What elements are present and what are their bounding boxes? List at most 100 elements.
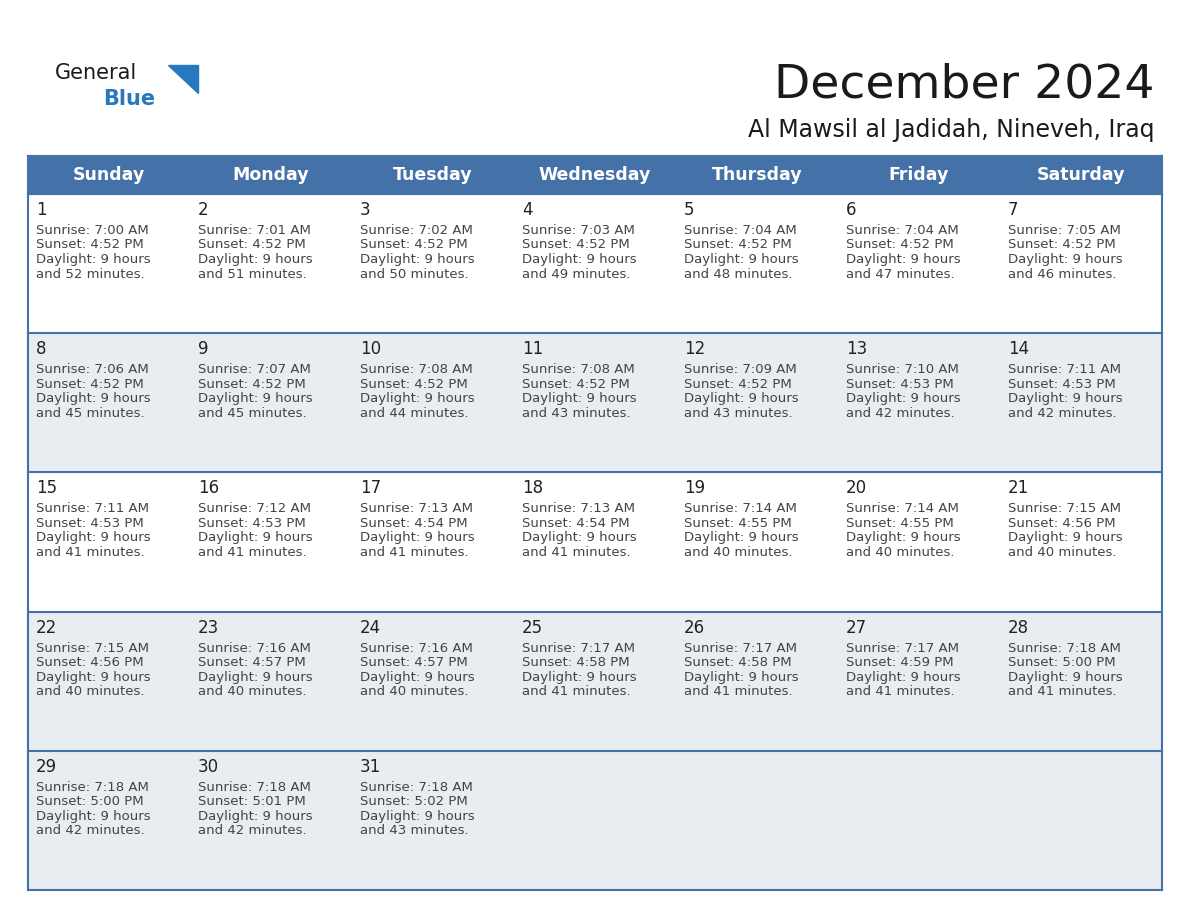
Text: Sunrise: 7:08 AM: Sunrise: 7:08 AM	[522, 364, 634, 376]
Text: Daylight: 9 hours: Daylight: 9 hours	[198, 532, 312, 544]
Text: Sunset: 4:52 PM: Sunset: 4:52 PM	[198, 377, 305, 391]
Text: Daylight: 9 hours: Daylight: 9 hours	[522, 671, 637, 684]
Text: and 40 minutes.: and 40 minutes.	[198, 685, 307, 698]
Text: December 2024: December 2024	[775, 63, 1155, 108]
Text: Al Mawsil al Jadidah, Nineveh, Iraq: Al Mawsil al Jadidah, Nineveh, Iraq	[748, 118, 1155, 142]
Text: Sunrise: 7:13 AM: Sunrise: 7:13 AM	[522, 502, 636, 515]
Text: and 41 minutes.: and 41 minutes.	[36, 546, 145, 559]
Text: 27: 27	[846, 619, 867, 636]
Text: Sunset: 4:52 PM: Sunset: 4:52 PM	[684, 239, 791, 252]
Text: and 48 minutes.: and 48 minutes.	[684, 267, 792, 281]
Text: Sunrise: 7:00 AM: Sunrise: 7:00 AM	[36, 224, 148, 237]
Text: Sunrise: 7:14 AM: Sunrise: 7:14 AM	[684, 502, 797, 515]
Text: 12: 12	[684, 341, 706, 358]
Text: 23: 23	[198, 619, 220, 636]
Text: Daylight: 9 hours: Daylight: 9 hours	[198, 253, 312, 266]
Text: Sunset: 4:52 PM: Sunset: 4:52 PM	[846, 239, 954, 252]
Text: 18: 18	[522, 479, 543, 498]
Text: Daylight: 9 hours: Daylight: 9 hours	[1007, 392, 1123, 405]
Text: Daylight: 9 hours: Daylight: 9 hours	[198, 671, 312, 684]
Text: Sunrise: 7:17 AM: Sunrise: 7:17 AM	[846, 642, 959, 655]
Text: 29: 29	[36, 757, 57, 776]
Text: Sunrise: 7:14 AM: Sunrise: 7:14 AM	[846, 502, 959, 515]
Text: Sunrise: 7:15 AM: Sunrise: 7:15 AM	[1007, 502, 1121, 515]
Text: Daylight: 9 hours: Daylight: 9 hours	[846, 253, 961, 266]
Text: Sunset: 4:52 PM: Sunset: 4:52 PM	[36, 377, 144, 391]
Text: Sunrise: 7:16 AM: Sunrise: 7:16 AM	[198, 642, 311, 655]
Text: 19: 19	[684, 479, 706, 498]
Polygon shape	[168, 65, 198, 93]
Text: 17: 17	[360, 479, 381, 498]
Text: Daylight: 9 hours: Daylight: 9 hours	[360, 392, 475, 405]
Text: Friday: Friday	[889, 166, 949, 184]
Text: Sunrise: 7:07 AM: Sunrise: 7:07 AM	[198, 364, 311, 376]
Text: and 41 minutes.: and 41 minutes.	[198, 546, 307, 559]
Text: Sunrise: 7:02 AM: Sunrise: 7:02 AM	[360, 224, 473, 237]
Text: and 52 minutes.: and 52 minutes.	[36, 267, 145, 281]
Text: Sunrise: 7:01 AM: Sunrise: 7:01 AM	[198, 224, 311, 237]
Text: Blue: Blue	[103, 89, 156, 109]
Text: and 40 minutes.: and 40 minutes.	[360, 685, 468, 698]
Text: 26: 26	[684, 619, 706, 636]
Text: Sunset: 4:52 PM: Sunset: 4:52 PM	[360, 377, 468, 391]
Text: and 51 minutes.: and 51 minutes.	[198, 267, 307, 281]
Text: and 41 minutes.: and 41 minutes.	[522, 685, 631, 698]
Text: and 42 minutes.: and 42 minutes.	[198, 824, 307, 837]
Text: Sunset: 4:58 PM: Sunset: 4:58 PM	[684, 656, 791, 669]
Text: Sunset: 5:00 PM: Sunset: 5:00 PM	[1007, 656, 1116, 669]
Text: Daylight: 9 hours: Daylight: 9 hours	[522, 392, 637, 405]
Text: and 49 minutes.: and 49 minutes.	[522, 267, 631, 281]
Text: 20: 20	[846, 479, 867, 498]
Text: Thursday: Thursday	[712, 166, 802, 184]
Text: Daylight: 9 hours: Daylight: 9 hours	[522, 532, 637, 544]
Text: 31: 31	[360, 757, 381, 776]
Text: Sunrise: 7:11 AM: Sunrise: 7:11 AM	[36, 502, 148, 515]
Text: 22: 22	[36, 619, 57, 636]
Text: Daylight: 9 hours: Daylight: 9 hours	[846, 671, 961, 684]
Text: Sunset: 4:54 PM: Sunset: 4:54 PM	[522, 517, 630, 530]
Text: and 40 minutes.: and 40 minutes.	[36, 685, 145, 698]
Text: and 44 minutes.: and 44 minutes.	[360, 407, 468, 420]
Text: 10: 10	[360, 341, 381, 358]
Text: Sunrise: 7:18 AM: Sunrise: 7:18 AM	[1007, 642, 1120, 655]
Text: Sunrise: 7:11 AM: Sunrise: 7:11 AM	[1007, 364, 1121, 376]
Bar	[29, 611, 1162, 751]
Text: Daylight: 9 hours: Daylight: 9 hours	[36, 671, 151, 684]
Text: Sunset: 4:52 PM: Sunset: 4:52 PM	[522, 377, 630, 391]
Text: Sunset: 4:52 PM: Sunset: 4:52 PM	[522, 239, 630, 252]
Text: Sunset: 4:58 PM: Sunset: 4:58 PM	[522, 656, 630, 669]
Text: and 40 minutes.: and 40 minutes.	[846, 546, 954, 559]
Text: Saturday: Saturday	[1037, 166, 1125, 184]
Text: 9: 9	[198, 341, 209, 358]
Text: Sunrise: 7:03 AM: Sunrise: 7:03 AM	[522, 224, 634, 237]
Text: and 40 minutes.: and 40 minutes.	[1007, 546, 1117, 559]
Text: Sunrise: 7:06 AM: Sunrise: 7:06 AM	[36, 364, 148, 376]
Text: and 43 minutes.: and 43 minutes.	[522, 407, 631, 420]
Text: and 41 minutes.: and 41 minutes.	[522, 546, 631, 559]
Text: Daylight: 9 hours: Daylight: 9 hours	[684, 532, 798, 544]
Text: Sunrise: 7:12 AM: Sunrise: 7:12 AM	[198, 502, 311, 515]
Text: and 50 minutes.: and 50 minutes.	[360, 267, 468, 281]
Text: and 40 minutes.: and 40 minutes.	[684, 546, 792, 559]
Text: and 41 minutes.: and 41 minutes.	[360, 546, 468, 559]
Text: 2: 2	[198, 201, 209, 219]
Text: Sunset: 4:56 PM: Sunset: 4:56 PM	[1007, 517, 1116, 530]
Text: Daylight: 9 hours: Daylight: 9 hours	[522, 253, 637, 266]
Text: Sunset: 4:54 PM: Sunset: 4:54 PM	[360, 517, 468, 530]
Bar	[29, 333, 1162, 473]
Text: Sunrise: 7:15 AM: Sunrise: 7:15 AM	[36, 642, 148, 655]
Text: Sunrise: 7:05 AM: Sunrise: 7:05 AM	[1007, 224, 1120, 237]
Text: Daylight: 9 hours: Daylight: 9 hours	[360, 671, 475, 684]
Bar	[29, 473, 1162, 611]
Text: 21: 21	[1007, 479, 1029, 498]
Bar	[29, 194, 1162, 333]
Text: Sunset: 4:59 PM: Sunset: 4:59 PM	[846, 656, 954, 669]
Text: Sunrise: 7:17 AM: Sunrise: 7:17 AM	[522, 642, 636, 655]
Text: Sunset: 4:52 PM: Sunset: 4:52 PM	[360, 239, 468, 252]
Text: 1: 1	[36, 201, 46, 219]
Text: Sunset: 4:55 PM: Sunset: 4:55 PM	[684, 517, 791, 530]
Text: and 41 minutes.: and 41 minutes.	[846, 685, 955, 698]
Text: 24: 24	[360, 619, 381, 636]
Text: Sunset: 4:53 PM: Sunset: 4:53 PM	[846, 377, 954, 391]
Text: Daylight: 9 hours: Daylight: 9 hours	[198, 810, 312, 823]
